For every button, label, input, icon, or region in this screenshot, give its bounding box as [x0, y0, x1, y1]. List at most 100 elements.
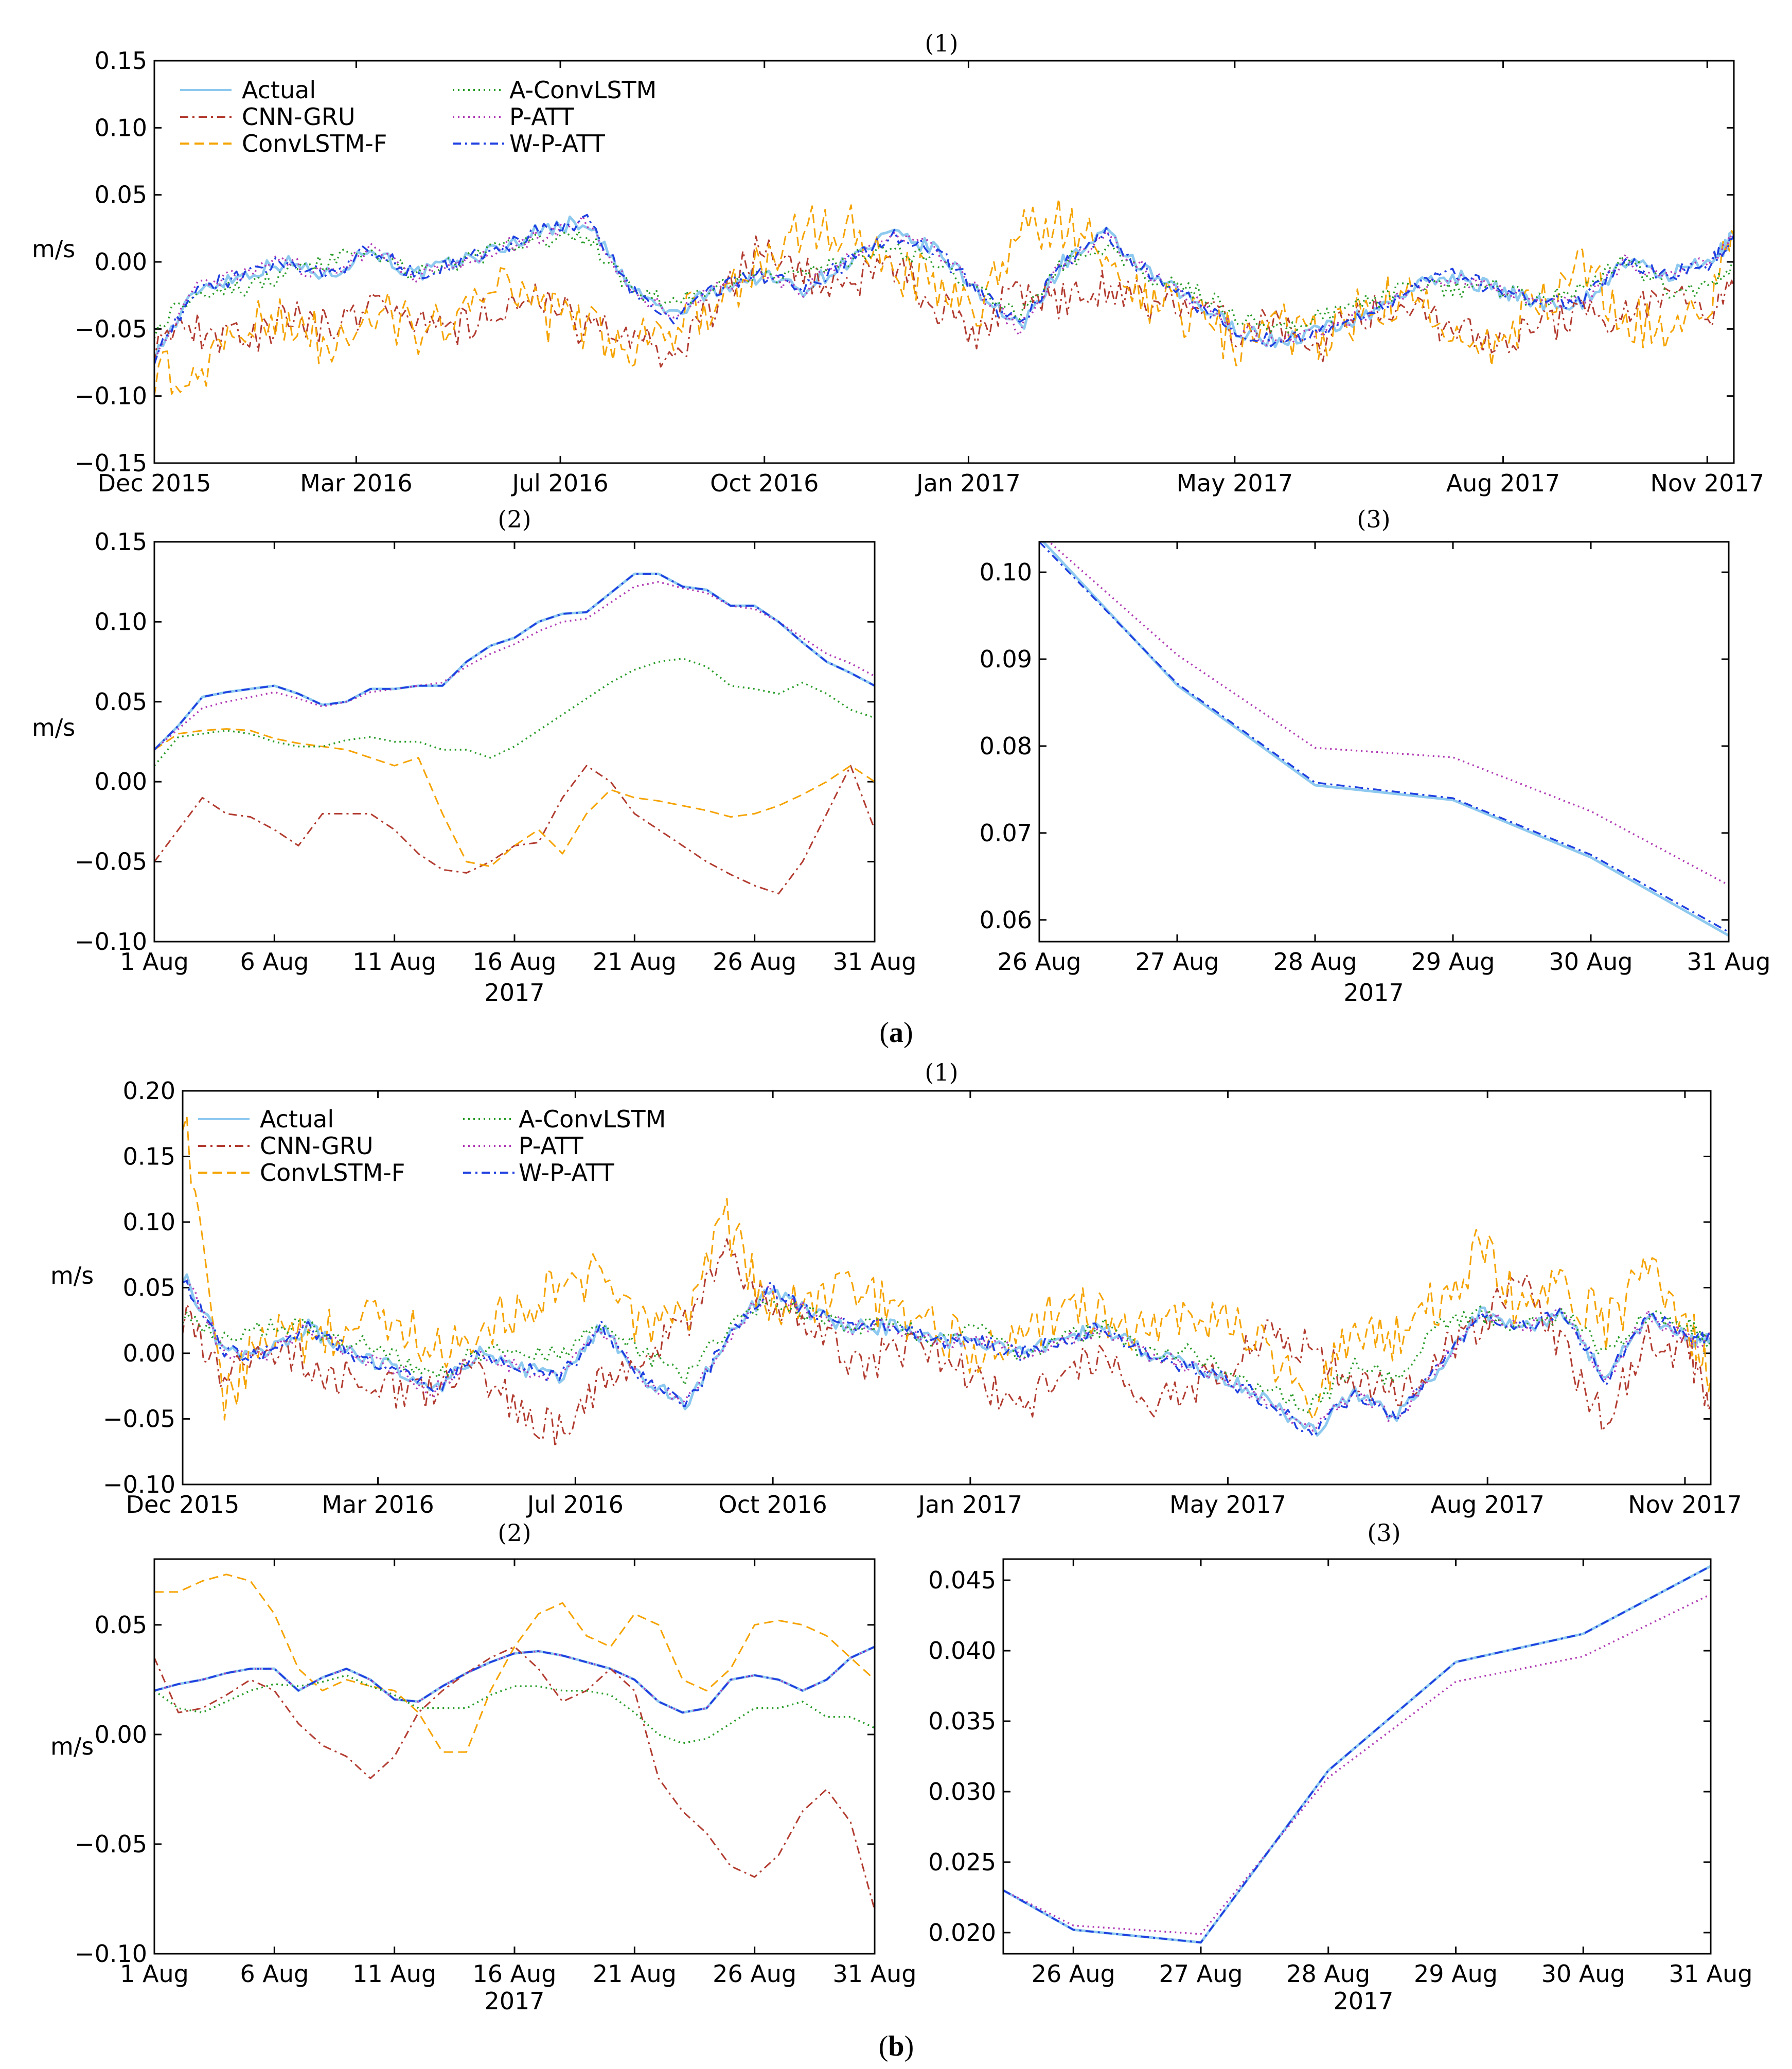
series-line-actual	[183, 1273, 1711, 1437]
x-tick-label: May 2017	[1169, 1491, 1286, 1518]
y-ticks: −0.10 −0.05 0.00 0.05 0.10 0.15 0.20	[103, 1077, 1711, 1498]
series-layer	[1003, 1565, 1711, 1944]
y-tick-label: 0.05	[95, 688, 147, 716]
x-tick-label: May 2017	[1176, 469, 1293, 497]
x-tick-label: 1 Aug	[120, 948, 189, 976]
y-tick-label: −0.05	[75, 315, 147, 343]
y-tick-label: −0.10	[75, 382, 147, 410]
caption-a-open: (	[879, 1017, 889, 1049]
y-axis-label: m/s	[50, 1732, 94, 1760]
x-tick-label: Aug 2017	[1430, 1491, 1545, 1518]
series-line-convlstm-f	[154, 1573, 875, 1753]
plot-frame	[153, 1558, 876, 1955]
x-tick-label: Oct 2016	[710, 469, 819, 497]
y-tick-label: 0.09	[980, 645, 1032, 673]
series-line-convlstm-f	[183, 1116, 1711, 1421]
y-tick-label: 0.20	[123, 1077, 175, 1105]
y-tick-label: −0.10	[103, 1471, 175, 1498]
chart-a2: (2) m/s −0.10 −0.05 0.00 0.05 0.10 0.15 1 Aug…	[32, 505, 916, 1006]
y-tick-label: 0.15	[95, 47, 147, 75]
series-layer	[183, 1116, 1711, 1448]
caption-b-open: (	[879, 2030, 889, 2062]
x-tick-label: Jul 2016	[510, 469, 608, 497]
series-layer	[154, 572, 875, 895]
series-layer	[1039, 542, 1729, 937]
y-tick-label: 0.10	[980, 558, 1032, 586]
x-tick-label: 31 Aug	[1687, 948, 1771, 976]
x-tick-label: Oct 2016	[719, 1491, 827, 1518]
caption-a-close: )	[903, 1017, 913, 1049]
subplot-title: (1)	[925, 29, 958, 57]
y-tick-label: 0.025	[928, 1848, 996, 1876]
caption-b: (b)	[879, 2030, 914, 2062]
chart-a3: (3) 0.06 0.07 0.08 0.09 0.10 26 Aug 27 Aug 28 …	[980, 505, 1771, 1006]
x-tick-label: 1 Aug	[120, 1960, 189, 1988]
legend-label-convlstm-f: ConvLSTM-F	[242, 130, 387, 157]
y-tick-label: 0.045	[928, 1566, 996, 1594]
y-tick-label: 0.030	[928, 1778, 996, 1806]
y-tick-label: 0.10	[123, 1208, 175, 1236]
x-tick-label: 29 Aug	[1414, 1960, 1498, 1988]
x-tick-label: 26 Aug	[1032, 1960, 1115, 1988]
x-tick-label: 28 Aug	[1273, 948, 1357, 976]
y-ticks: −0.10 −0.05 0.00 0.05	[75, 1611, 875, 1968]
y-ticks: 0.020 0.025 0.030 0.035 0.040 0.045	[928, 1566, 1711, 1947]
legend-label-actual: Actual	[242, 76, 316, 104]
y-ticks: −0.15 −0.10 −0.05 0.00 0.05 0.10 0.15	[75, 47, 1734, 477]
x-tick-label: 21 Aug	[593, 948, 677, 976]
series-line-p-att	[154, 1646, 875, 1714]
legend-label-convlstm-f: ConvLSTM-F	[260, 1159, 405, 1187]
legend-label-w-p-att: W-P-ATT	[509, 130, 606, 157]
plot-frame	[1038, 541, 1730, 943]
legend-label-cnn-gru: CNN-GRU	[242, 103, 356, 131]
subplot-title: (3)	[1367, 1519, 1400, 1547]
y-tick-label: 0.06	[980, 906, 1032, 934]
x-axis-label: 2017	[484, 979, 544, 1006]
x-tick-label: Jan 2017	[917, 1491, 1023, 1518]
legend-label-a-convlstm: A-ConvLSTM	[509, 76, 657, 104]
y-axis-label: m/s	[32, 714, 75, 741]
series-line-p-att	[1003, 1593, 1711, 1935]
x-tick-label: 31 Aug	[833, 948, 917, 976]
series-line-convlstm-f	[154, 198, 1734, 396]
y-tick-label: 0.020	[928, 1919, 996, 1947]
series-layer	[154, 1573, 875, 1911]
legend-label-p-att: P-ATT	[509, 103, 575, 131]
x-ticks: 1 Aug 6 Aug 11 Aug 16 Aug 21 Aug 26 Aug 31 Aug	[120, 542, 916, 976]
series-line-p-att	[1048, 542, 1729, 886]
y-tick-label: 0.10	[95, 114, 147, 142]
x-tick-label: 31 Aug	[833, 1960, 917, 1988]
y-tick-label: 0.05	[95, 1611, 147, 1639]
x-axis-label: 2017	[1333, 1987, 1393, 2015]
y-ticks: −0.10 −0.05 0.00 0.05 0.10 0.15	[75, 528, 875, 956]
chart-b3: (3) 0.020 0.025 0.030 0.035 0.040 0.045 26 Au…	[928, 1519, 1752, 2015]
legend: Actual CNN-GRU ConvLSTM-F A-ConvLSTM P-A…	[198, 1105, 666, 1187]
series-line-actual	[1041, 542, 1729, 937]
subplot-title: (2)	[498, 1519, 531, 1547]
x-tick-label: 11 Aug	[352, 948, 436, 976]
series-line-actual	[154, 572, 875, 751]
x-tick-label: 26 Aug	[998, 948, 1081, 976]
legend: Actual CNN-GRU ConvLSTM-F A-ConvLSTM P-A…	[180, 76, 657, 157]
x-tick-label: Aug 2017	[1446, 469, 1560, 497]
subplot-title: (2)	[498, 505, 531, 533]
series-line-convlstm-f	[154, 728, 875, 868]
plot-frame	[1002, 1558, 1712, 1955]
caption-b-close: )	[904, 2030, 914, 2062]
plot-frame	[153, 60, 1735, 464]
series-line-p-att	[154, 580, 875, 751]
series-line-p-att	[183, 1279, 1711, 1432]
series-line-w-p-att	[1039, 542, 1729, 933]
legend-label-w-p-att: W-P-ATT	[519, 1159, 615, 1187]
caption-a-letter: a	[889, 1017, 903, 1049]
y-tick-label: 0.00	[95, 248, 147, 276]
x-tick-label: Jul 2016	[526, 1491, 624, 1518]
series-line-w-p-att	[1003, 1565, 1711, 1943]
y-tick-label: 0.08	[980, 732, 1032, 760]
legend-label-cnn-gru: CNN-GRU	[260, 1132, 374, 1160]
series-line-cnn-gru	[154, 1646, 875, 1911]
y-tick-label: 0.10	[95, 608, 147, 635]
x-tick-label: 26 Aug	[713, 1960, 796, 1988]
series-line-a-convlstm	[183, 1298, 1711, 1414]
